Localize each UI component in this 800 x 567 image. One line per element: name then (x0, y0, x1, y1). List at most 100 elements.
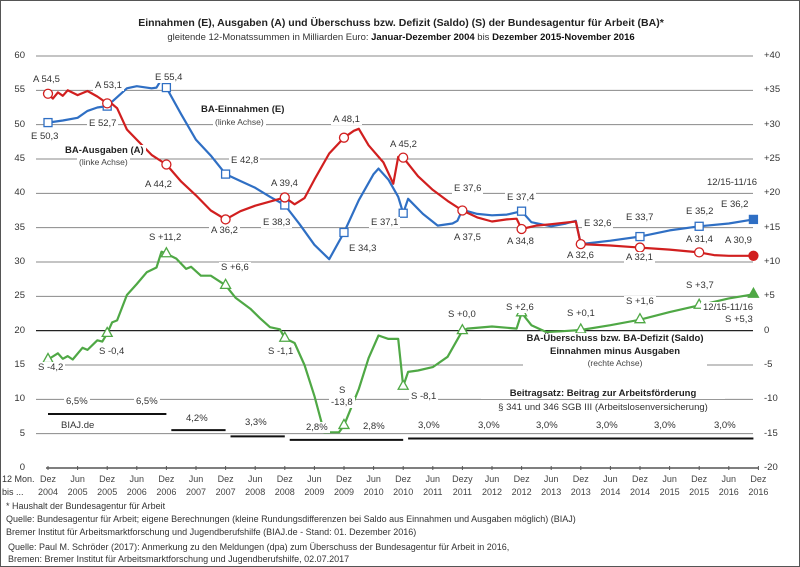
data-annotation: S +1,6 (624, 296, 656, 307)
x-tick-label-year: 2016 (748, 487, 769, 497)
ausgaben-marker (42, 88, 54, 99)
data-annotation: S -1,1 (266, 346, 296, 357)
x-row-label-2: bis ... (2, 487, 24, 497)
footnote-source-2: Bremen: Bremer Institut für Arbeitsmarkt… (8, 554, 350, 564)
footnote-quelle: Quelle: Bundesagentur für Arbeit; eigene… (6, 514, 576, 524)
x-tick-label-year: 2006 (126, 487, 147, 497)
left-axis-tick-label: 5 (19, 427, 25, 439)
ausgaben-marker (748, 250, 759, 261)
einnahmen-marker (516, 206, 527, 216)
x-tick-label-year: 2010 (393, 487, 414, 497)
data-annotation: E 36,2 (719, 199, 751, 210)
x-tick-label-month: Dez (750, 474, 767, 484)
subtitle-to: Dezember 2015-November 2016 (492, 32, 635, 43)
x-tick-label-year: 2004 (37, 487, 59, 497)
x-tick-label-month: Jun (247, 474, 263, 484)
x-tick-label-year: 2016 (718, 487, 739, 497)
data-annotation: (rechte Achse) (523, 358, 707, 369)
right-axis-tick-label: +25 (764, 152, 781, 164)
data-annotation: S -0,4 (97, 346, 127, 357)
x-tick-label-year: 2014 (629, 487, 651, 497)
right-axis-tick-label: -20 (764, 462, 778, 473)
einnahmen-marker (398, 208, 408, 218)
data-annotation: A 31,4 (684, 234, 715, 245)
data-annotation: S +2,6 (504, 302, 536, 313)
data-annotation: BIAJ.de (59, 420, 97, 431)
x-tick-label-month: Jun (543, 474, 559, 484)
data-annotation: A 32,6 (565, 250, 596, 261)
data-annotation: A 32,1 (624, 252, 655, 263)
x-tick-label-month: Dez (395, 474, 412, 484)
right-axis-tick-label: +35 (764, 84, 781, 96)
x-tick-label-year: 2013 (570, 487, 591, 497)
x-tick-label-month: Jun (484, 474, 500, 484)
x-tick-label-month: Jun (366, 474, 381, 484)
right-axis-tick-label: -15 (764, 427, 778, 439)
data-annotation: A 45,2 (388, 139, 419, 150)
left-axis-tick-label: 15 (14, 358, 25, 370)
x-tick-label-month: Dezy (452, 474, 473, 484)
left-axis-tick-label: 35 (14, 221, 25, 233)
data-annotation: A 48,1 (331, 114, 362, 125)
beitragsatz-label: 3,0% (712, 420, 738, 431)
x-tick-label-year: 2010 (363, 487, 384, 497)
beitragsatz-label: 2,8% (304, 422, 330, 433)
x-tick-label-year: 2006 (156, 487, 177, 497)
data-annotation: A 53,1 (93, 80, 124, 91)
saldo-marker (456, 323, 469, 335)
data-annotation: E 37,4 (505, 192, 537, 203)
beitragsatz-label: 3,0% (416, 420, 442, 431)
data-annotation: A 30,9 (723, 235, 754, 246)
data-annotation: S -8,1 (409, 391, 439, 402)
ausgaben-marker (516, 223, 527, 235)
einnahmen-marker (220, 169, 231, 179)
footnote-haushalt: * Haushalt der Bundesagentur für Arbeit (6, 501, 166, 511)
ausgaben-marker (457, 205, 468, 216)
footnote-source-1: Quelle: Paul M. Schröder (2017): Anmerku… (8, 542, 510, 552)
x-tick-label-month: Jun (721, 474, 737, 484)
beitragsatz-label: 3,0% (476, 420, 502, 431)
x-tick-label-year: 2009 (304, 487, 325, 497)
beitragsatz-label: 4,2% (184, 413, 210, 424)
data-annotation: § 341 und 346 SGB III (Arbeitslosenversi… (481, 402, 725, 413)
data-annotation: A 44,2 (143, 179, 174, 190)
einnahmen-marker (694, 221, 704, 231)
data-annotation: Beitragsatz: Beitrag zur Arbeitsförderun… (481, 388, 725, 399)
subtitle-from: Januar-Dezember 2004 (371, 32, 475, 43)
beitragsatz-label: 3,0% (534, 420, 560, 431)
data-annotation: 12/15-11/16 (701, 302, 756, 313)
data-annotation: A 54,5 (31, 74, 62, 85)
beitragsatz-label: 6,5% (134, 396, 160, 407)
einnahmen-marker (748, 214, 759, 225)
x-row-label-1: 12 Mon. (2, 474, 35, 484)
beitragsatz-label: 3,0% (652, 420, 678, 431)
data-annotation: E 50,3 (29, 131, 61, 142)
left-axis-tick-label: 10 (14, 393, 25, 405)
saldo-marker (337, 418, 351, 430)
data-annotation: E 55,4 (153, 72, 185, 83)
data-annotation: E 33,7 (624, 212, 656, 223)
data-annotation: (linke Achse) (213, 117, 266, 128)
x-tick-label-year: 2015 (689, 487, 710, 497)
x-tick-label-year: 2015 (659, 487, 680, 497)
x-tick-label-year: 2005 (67, 487, 88, 497)
data-annotation: S +0,0 (446, 309, 478, 320)
beitragsatz-label: 6,5% (64, 396, 90, 407)
ausgaben-marker (279, 192, 290, 203)
einnahmen-marker (339, 227, 349, 238)
chart-title: Einnahmen (E), Ausgaben (A) und Überschu… (138, 17, 664, 29)
data-annotation: E 37,1 (369, 217, 401, 228)
x-tick-label-year: 2008 (274, 487, 295, 497)
saldo-marker (278, 330, 291, 342)
ausgaben-marker (161, 159, 172, 170)
ausgaben-marker (575, 238, 586, 250)
data-annotation: S +6,6 (219, 262, 251, 273)
x-tick-label-year: 2014 (600, 487, 621, 497)
saldo-marker (160, 246, 173, 258)
data-annotation: S +11,2 (147, 232, 184, 243)
ausgaben-marker (634, 242, 646, 253)
left-axis-tick-label: 45 (14, 152, 25, 164)
saldo-marker (397, 378, 410, 390)
saldo-marker (574, 322, 587, 334)
